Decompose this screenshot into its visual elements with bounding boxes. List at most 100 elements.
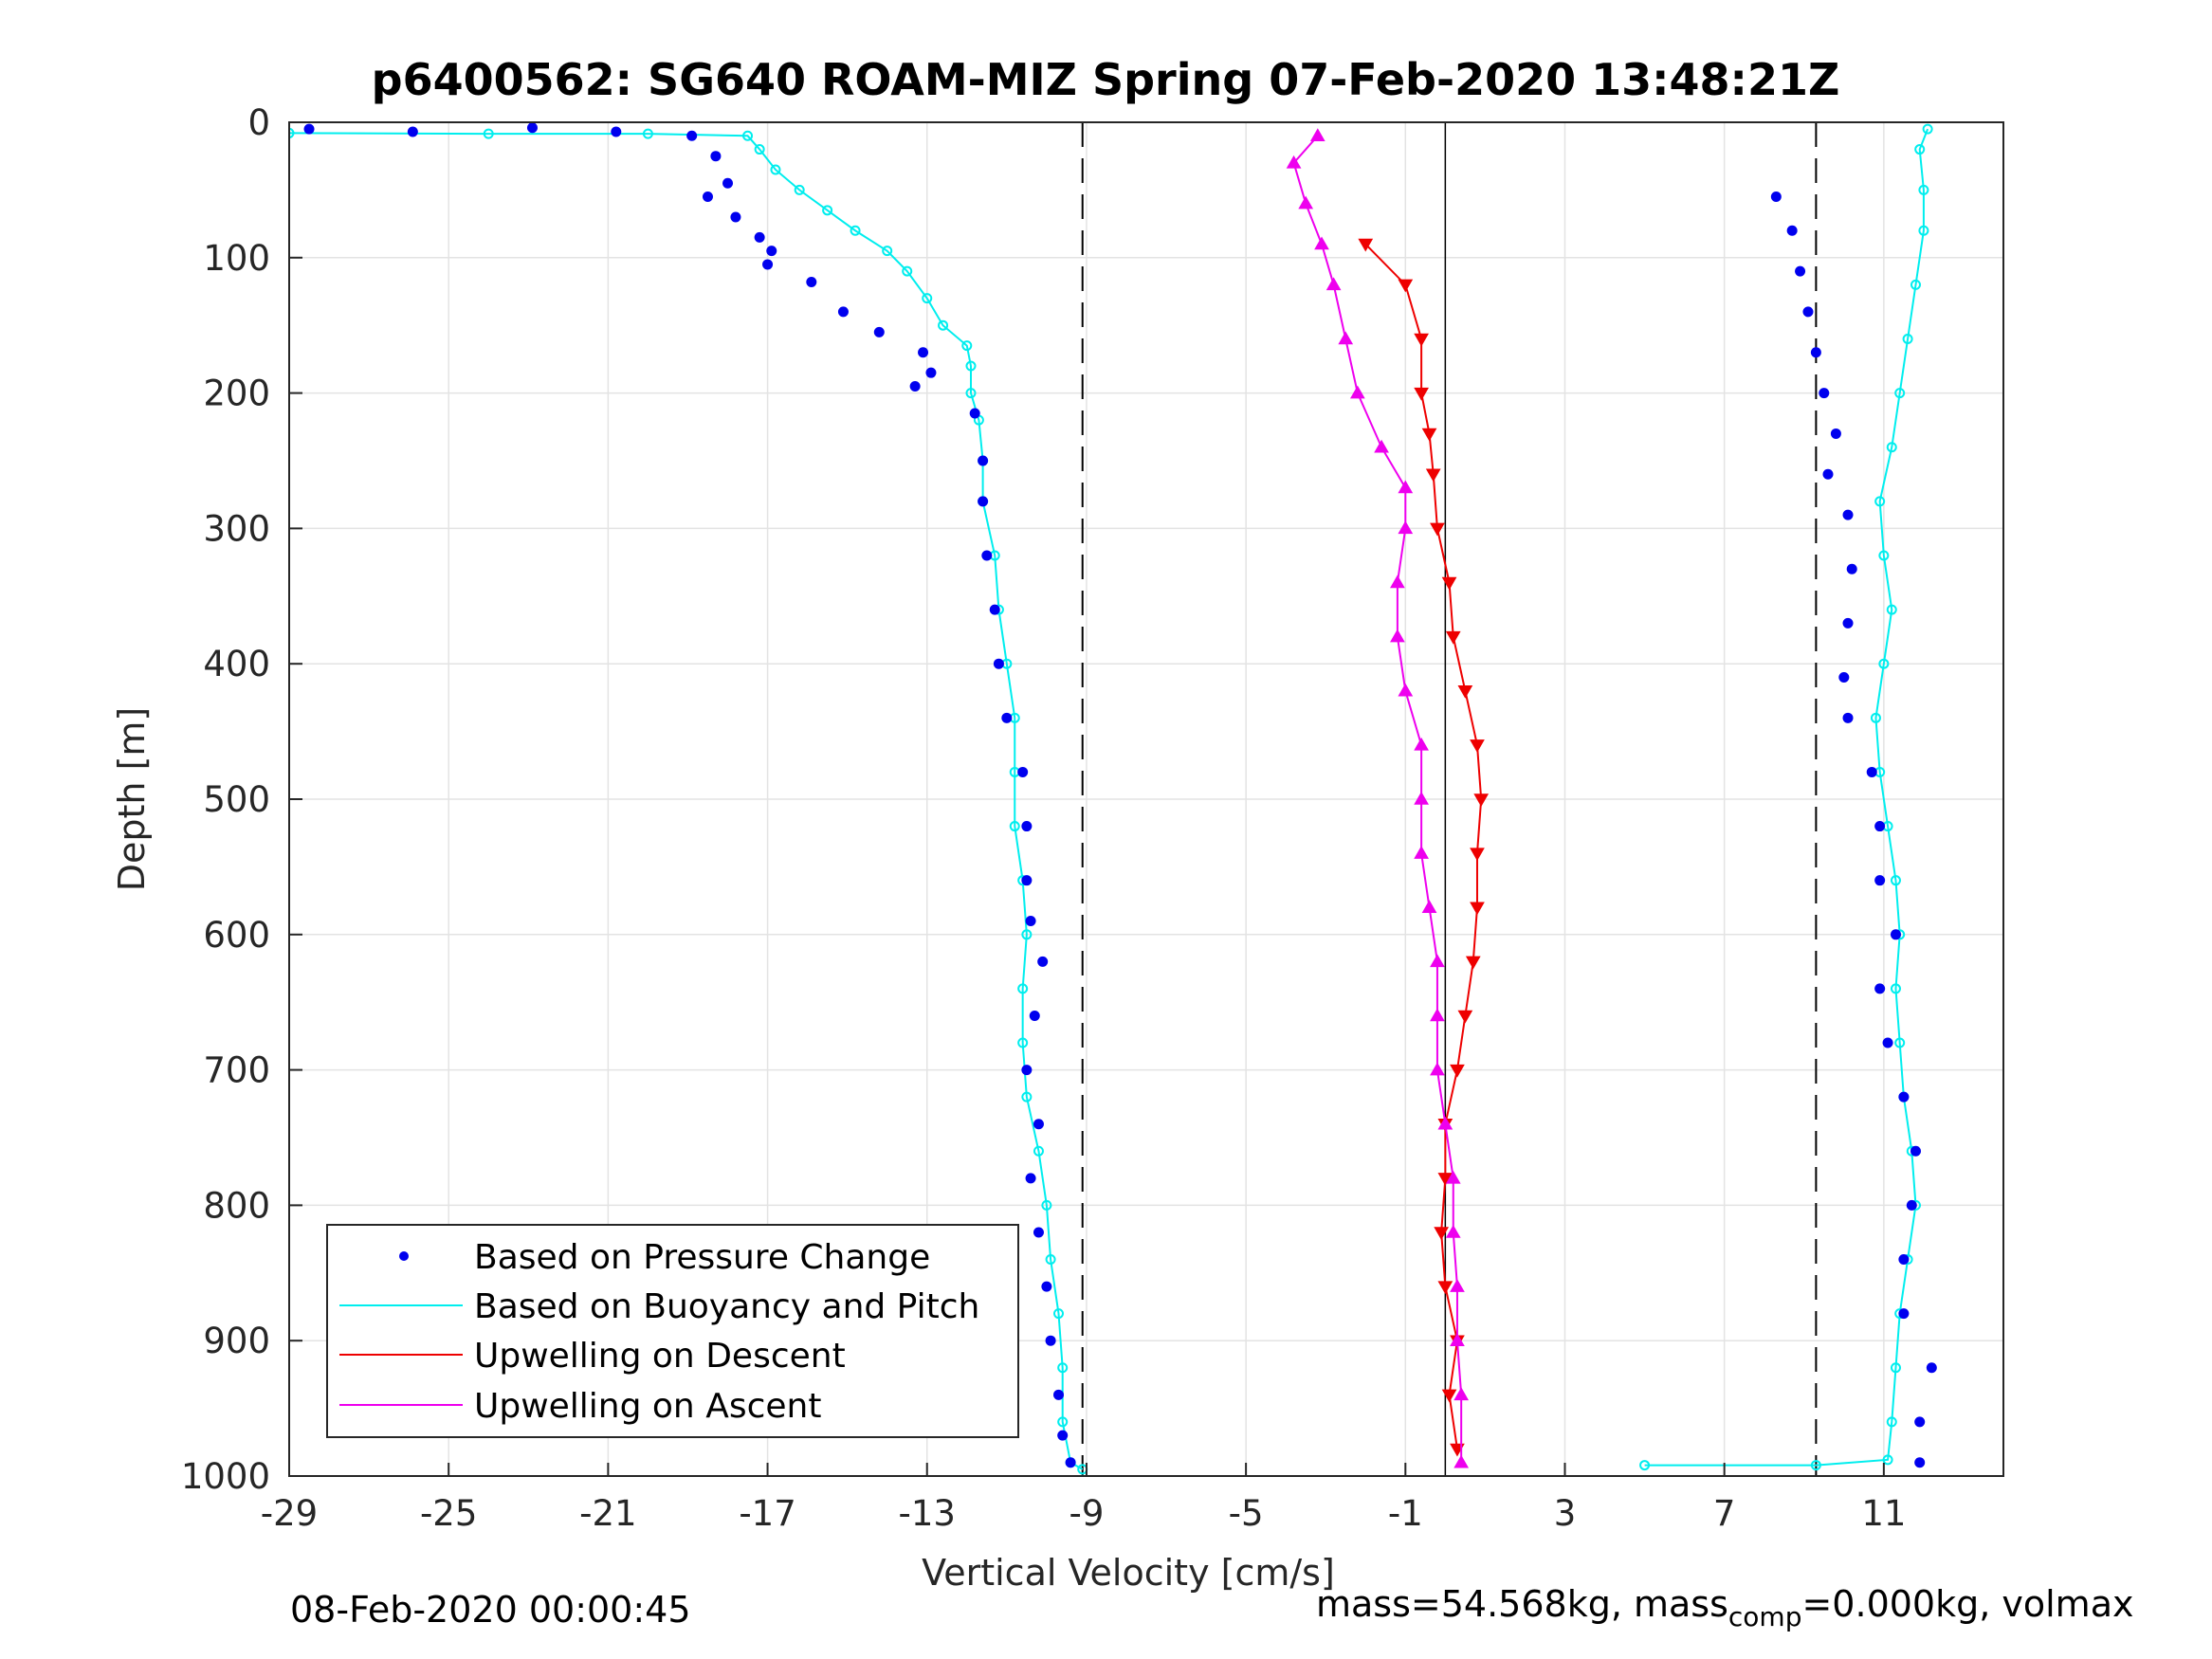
buoyancy-point [1890, 1362, 1901, 1374]
upwelling-ascent-point [1325, 277, 1342, 291]
upwelling-ascent-point [1453, 1454, 1470, 1468]
buoyancy-point [1045, 1254, 1056, 1266]
pressure-point [702, 191, 713, 203]
buoyancy-point [1639, 1460, 1651, 1471]
pressure-point [1898, 1091, 1910, 1103]
pressure-point [1842, 509, 1854, 520]
upwelling-ascent-point [1430, 1062, 1445, 1076]
buoyancy-point [1918, 225, 1929, 236]
buoyancy-point [1882, 1454, 1893, 1466]
pressure-point [1045, 1335, 1056, 1346]
upwelling-descent-point [1445, 630, 1461, 645]
buoyancy-point [794, 184, 805, 195]
buoyancy-point [1810, 1460, 1821, 1471]
buoyancy-point [754, 144, 765, 155]
buoyancy-line [289, 132, 1084, 1470]
legend: Based on Pressure Change Based on Buoyan… [326, 1224, 1019, 1438]
pressure-point [1001, 712, 1013, 723]
buoyancy-point [483, 128, 494, 139]
pressure-point [1890, 929, 1901, 940]
legend-entry-descent: Upwelling on Descent [339, 1337, 846, 1376]
x-tick-label: -9 [1069, 1493, 1104, 1534]
x-tick-label: 7 [1713, 1493, 1736, 1534]
pressure-point [978, 496, 989, 507]
pressure-point [1057, 1430, 1069, 1441]
buoyancy-point [1052, 1308, 1064, 1320]
upwelling-descent-point [1470, 902, 1485, 916]
buoyancy-point [1033, 1145, 1044, 1157]
upwelling-ascent-point [1450, 1279, 1465, 1292]
buoyancy-point [1922, 123, 1933, 135]
buoyancy-point [1057, 1416, 1069, 1428]
upwelling-descent-point [1421, 428, 1437, 442]
legend-label-buoyancy: Based on Buoyancy and Pitch [474, 1287, 979, 1326]
buoyancy-point [1910, 279, 1921, 290]
buoyancy-point [1021, 1091, 1033, 1103]
legend-entry-buoyancy: Based on Buoyancy and Pitch [339, 1287, 979, 1326]
pressure-point [1021, 875, 1033, 886]
upwelling-ascent-point [1398, 480, 1414, 494]
pressure-point [969, 408, 980, 419]
upwelling-descent-point [1441, 1389, 1457, 1403]
upwelling-ascent-point [1298, 195, 1314, 210]
pressure-point [989, 604, 1000, 615]
buoyancy-point [770, 164, 781, 175]
upwelling-descent-point [1434, 1227, 1450, 1240]
upwelling-ascent-point [1453, 1387, 1470, 1401]
pressure-point [1033, 1119, 1044, 1130]
pressure-point [722, 177, 734, 189]
y-tick-label: 100 [203, 238, 270, 279]
pressure-point [1786, 225, 1798, 236]
pressure-point [1052, 1389, 1064, 1400]
pressure-point [873, 326, 885, 337]
x-tick-label: 11 [1861, 1493, 1906, 1534]
buoyancy-point [965, 360, 977, 372]
pressure-point [1021, 821, 1033, 832]
pressure-point [730, 211, 741, 223]
x-tick-label: -1 [1388, 1493, 1423, 1534]
legend-label-descent: Upwelling on Descent [474, 1337, 846, 1376]
buoyancy-point [1017, 1037, 1029, 1048]
pressure-point [1866, 766, 1877, 777]
buoyancy-point [1894, 1037, 1906, 1048]
x-tick-label: -25 [420, 1493, 477, 1534]
upwelling-ascent-point [1309, 128, 1325, 142]
buoyancy-point [822, 205, 833, 216]
pressure-point [1822, 468, 1834, 480]
x-tick-label: 3 [1554, 1493, 1577, 1534]
buoyancy-point [1874, 496, 1886, 507]
upwelling-ascent-point [1445, 1170, 1461, 1184]
pressure-point [1874, 983, 1886, 994]
pressure-point [1025, 916, 1036, 927]
pressure-point [1874, 821, 1886, 832]
buoyancy-point [938, 319, 949, 331]
footer-timestamp: 08-Feb-2020 00:00:45 [290, 1589, 691, 1631]
buoyancy-point [1057, 1362, 1069, 1374]
pressure-point [1838, 671, 1850, 683]
upwelling-descent-point [1441, 576, 1457, 591]
pressure-point [1842, 712, 1854, 723]
pressure-point [766, 246, 777, 257]
series-layer [289, 122, 1937, 1475]
upwelling-ascent-point [1450, 1333, 1465, 1346]
y-tick-label: 400 [203, 644, 270, 684]
upwelling-descent-point [1470, 739, 1485, 753]
legend-label-ascent: Upwelling on Ascent [474, 1387, 821, 1426]
y-tick-label: 1000 [181, 1456, 270, 1497]
upwelling-ascent-point [1437, 1116, 1453, 1130]
upwelling-ascent-point [1390, 574, 1405, 589]
upwelling-ascent-point [1314, 236, 1329, 250]
buoyancy-point [1017, 983, 1029, 994]
pressure-point [1065, 1457, 1076, 1468]
pressure-point [806, 277, 817, 288]
pressure-point [1802, 306, 1814, 318]
mass-subscript: comp [1728, 1601, 1802, 1632]
pressure-point [1017, 766, 1029, 777]
pressure-point [1898, 1254, 1910, 1266]
upwelling-descent-point [1414, 387, 1429, 401]
upwelling-descent-point [1414, 333, 1429, 347]
y-tick-label: 300 [203, 508, 270, 549]
pressure-point [1914, 1416, 1926, 1428]
x-axis-ticks: -29 -25 -21 -17 -13 -9 -5 -1 3 7 11 [261, 1463, 1906, 1534]
buoyancy-point [1890, 875, 1901, 886]
